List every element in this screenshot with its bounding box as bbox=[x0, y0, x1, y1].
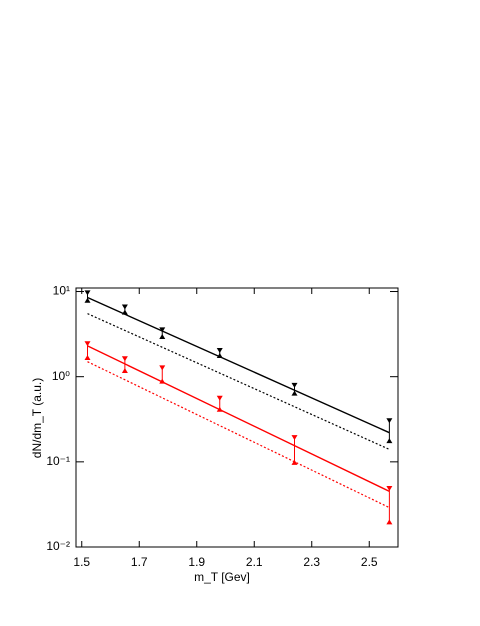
x-tick-label: 2.1 bbox=[246, 555, 263, 569]
model-curve bbox=[87, 313, 390, 450]
y-tick-label: 10⁻¹ bbox=[46, 454, 70, 468]
lower-marker bbox=[216, 352, 223, 358]
x-tick-label: 1.5 bbox=[73, 555, 90, 569]
plot-frame bbox=[75, 287, 399, 548]
x-tick-label: 1.9 bbox=[188, 555, 205, 569]
lower-marker bbox=[386, 438, 393, 444]
x-axis-label: m_T [Gev] bbox=[194, 570, 250, 584]
lower-marker bbox=[291, 390, 298, 396]
model-curve bbox=[87, 345, 390, 493]
x-tick-label: 2.5 bbox=[361, 555, 378, 569]
y-tick-label: 10⁻² bbox=[46, 539, 70, 553]
y-tick-label: 10¹ bbox=[53, 284, 70, 298]
lower-marker bbox=[159, 378, 166, 384]
model-curve bbox=[87, 361, 390, 509]
lower-marker bbox=[121, 367, 128, 373]
model-curve bbox=[87, 296, 390, 434]
lower-marker bbox=[386, 519, 393, 525]
y-tick-label: 10⁰ bbox=[52, 369, 70, 383]
y-axis-label: dN/dm_T (a.u.) bbox=[30, 378, 44, 458]
x-tick-label: 2.3 bbox=[303, 555, 320, 569]
upper-marker bbox=[386, 418, 393, 424]
upper-marker bbox=[291, 435, 298, 441]
upper-marker bbox=[216, 395, 223, 401]
upper-marker bbox=[84, 341, 91, 347]
upper-marker bbox=[159, 327, 166, 333]
lower-marker bbox=[216, 406, 223, 412]
upper-marker bbox=[291, 382, 298, 388]
upper-marker bbox=[386, 485, 393, 491]
upper-marker bbox=[121, 356, 128, 362]
upper-marker bbox=[121, 304, 128, 310]
lower-marker bbox=[121, 309, 128, 315]
upper-marker bbox=[84, 290, 91, 296]
x-tick-label: 1.7 bbox=[131, 555, 148, 569]
lower-marker bbox=[84, 355, 91, 361]
upper-marker bbox=[159, 365, 166, 371]
lower-marker bbox=[84, 297, 91, 303]
lower-marker bbox=[291, 459, 298, 465]
upper-marker bbox=[216, 348, 223, 354]
lower-marker bbox=[159, 334, 166, 340]
